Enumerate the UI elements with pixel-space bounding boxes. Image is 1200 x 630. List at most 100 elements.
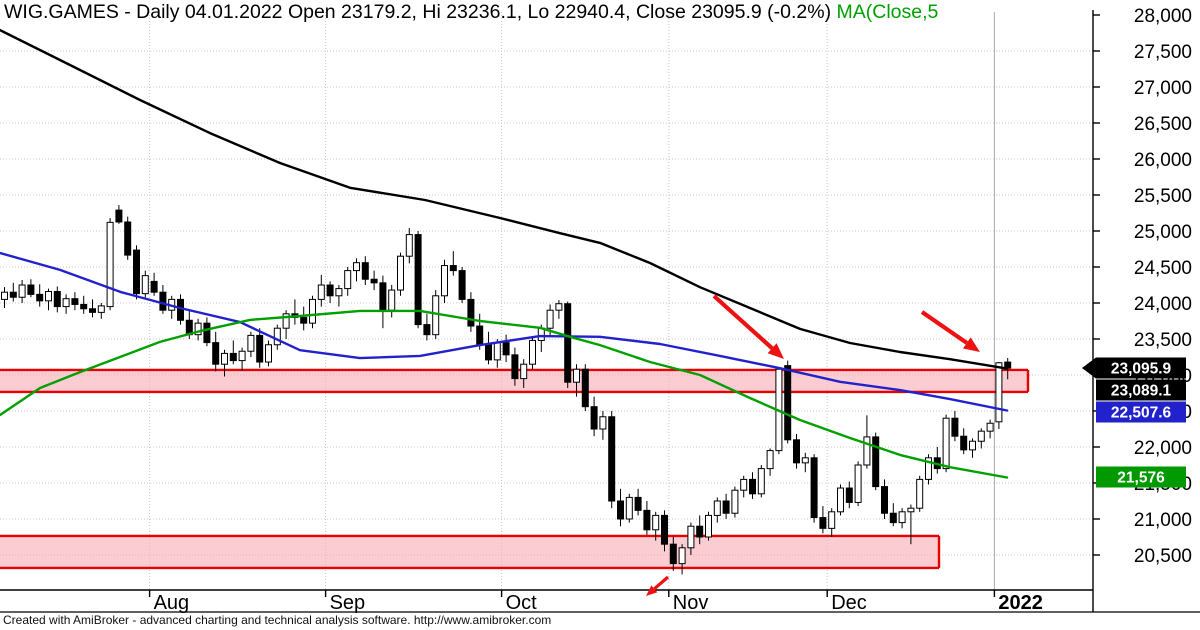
candle-up — [713, 500, 721, 516]
candle-up — [273, 327, 281, 346]
candle-up — [335, 288, 343, 297]
candle-down — [150, 280, 158, 293]
candle-up — [625, 496, 633, 520]
candle-down — [423, 324, 431, 336]
ma-short-badge-value: 21,576 — [1117, 470, 1165, 487]
candle-down — [379, 282, 387, 311]
y-axis-label: 25,500 — [1134, 186, 1192, 207]
candle-up — [705, 514, 712, 538]
candle-up — [942, 417, 950, 470]
candle-down — [634, 496, 642, 511]
candle-up — [854, 464, 862, 503]
candle-up — [397, 255, 404, 291]
candle-up — [405, 234, 413, 257]
ma-short-green-line — [0, 309, 1009, 479]
candle-down — [256, 334, 264, 363]
candle-down — [467, 298, 475, 327]
candle-up — [837, 487, 844, 513]
candle-up — [986, 422, 994, 432]
candle-down — [159, 291, 167, 311]
amibroker-credit-footer: Created with AmiBroker - advanced charti… — [3, 613, 552, 627]
y-axis-label: 26,500 — [1134, 114, 1192, 135]
ma-mid-badge-value: 22,507.6 — [1111, 405, 1172, 422]
candle-down — [960, 435, 968, 451]
ma-long-badge — [1096, 379, 1186, 401]
candle-up — [801, 457, 809, 464]
ma-short-badge — [1096, 466, 1186, 488]
y-axis-label: 24,500 — [1134, 258, 1192, 279]
candle-down — [449, 265, 457, 272]
candle-up — [238, 350, 246, 362]
candle-down — [502, 342, 510, 356]
x-axis-label-Nov: Nov — [673, 592, 709, 614]
x-axis-label-2022: 2022 — [998, 592, 1043, 614]
arrow-nov-low-head — [646, 585, 658, 596]
candle-up — [282, 313, 290, 329]
y-axis-label: 22,000 — [1134, 438, 1192, 459]
arrow-jan-spike-shaft — [920, 310, 969, 345]
candle-down — [370, 278, 378, 284]
candle-down — [27, 284, 35, 295]
candle-down — [414, 234, 422, 326]
candle-up — [969, 440, 976, 451]
candle-down — [784, 365, 792, 441]
y-axis-label: 21,000 — [1134, 510, 1192, 531]
ma-mid-badge — [1096, 401, 1186, 423]
ma-long-black-line — [0, 28, 1009, 370]
candle-up — [573, 368, 580, 383]
ma-mid-blue-line — [0, 251, 1009, 412]
candle-up — [344, 270, 352, 290]
candle-up — [520, 363, 528, 380]
zones-layer — [0, 368, 1030, 570]
annotations-layer — [646, 294, 980, 596]
y-axis-label: 20,500 — [1134, 546, 1192, 567]
support-zone — [0, 535, 939, 568]
y-axis-label: 27,500 — [1134, 42, 1192, 63]
y-axis-label: 23,500 — [1134, 330, 1192, 351]
candle-down — [845, 487, 853, 503]
candle-down — [661, 514, 668, 545]
candle-up — [45, 290, 52, 302]
price-badges-layer: 23,095.9 23,089.1 22,507.6 21,576 — [1082, 357, 1186, 488]
candle-down — [80, 303, 88, 310]
y-axis-label: 27,000 — [1134, 78, 1192, 99]
candle-down — [71, 298, 79, 305]
candle-up — [731, 489, 739, 514]
candle-up — [898, 511, 906, 524]
candle-down — [872, 436, 880, 488]
candle-down — [212, 342, 220, 365]
candle-down — [951, 417, 959, 437]
chart-title: WIG.GAMES - Daily 04.01.2022 Open 23179.… — [4, 1, 1092, 25]
candle-down — [326, 284, 334, 297]
candle-down — [124, 221, 132, 256]
candle-up — [441, 265, 448, 297]
arrow-nov-spike-head — [767, 343, 784, 359]
y-axis-label: 25,000 — [1134, 222, 1192, 243]
candle-up — [977, 430, 985, 442]
candle-up — [555, 303, 563, 311]
candle-up — [546, 309, 554, 329]
candle-up — [388, 289, 396, 311]
candle-up — [995, 362, 1003, 423]
candle-down — [9, 291, 17, 298]
chart-title-ma-indicator: MA(Close,5 — [836, 1, 939, 23]
candle-down — [810, 457, 818, 519]
chart-title-main: WIG.GAMES - Daily 04.01.2022 Open 23179.… — [4, 1, 837, 23]
candle-up — [687, 525, 695, 549]
y-axis-label: 28,000 — [1134, 6, 1192, 27]
candle-down — [476, 325, 484, 346]
candle-down — [485, 344, 492, 361]
candle-up — [265, 344, 272, 363]
candle-down — [722, 500, 730, 514]
y-axis-label: 26,000 — [1134, 150, 1192, 171]
candle-down — [819, 517, 827, 529]
candle-down — [300, 316, 308, 324]
candle-up — [529, 339, 536, 365]
last-price-badge — [1096, 357, 1186, 379]
candles-layer — [1, 205, 1012, 575]
candle-up — [247, 334, 255, 352]
candle-up — [925, 457, 932, 480]
resistance-zone — [0, 369, 1028, 392]
